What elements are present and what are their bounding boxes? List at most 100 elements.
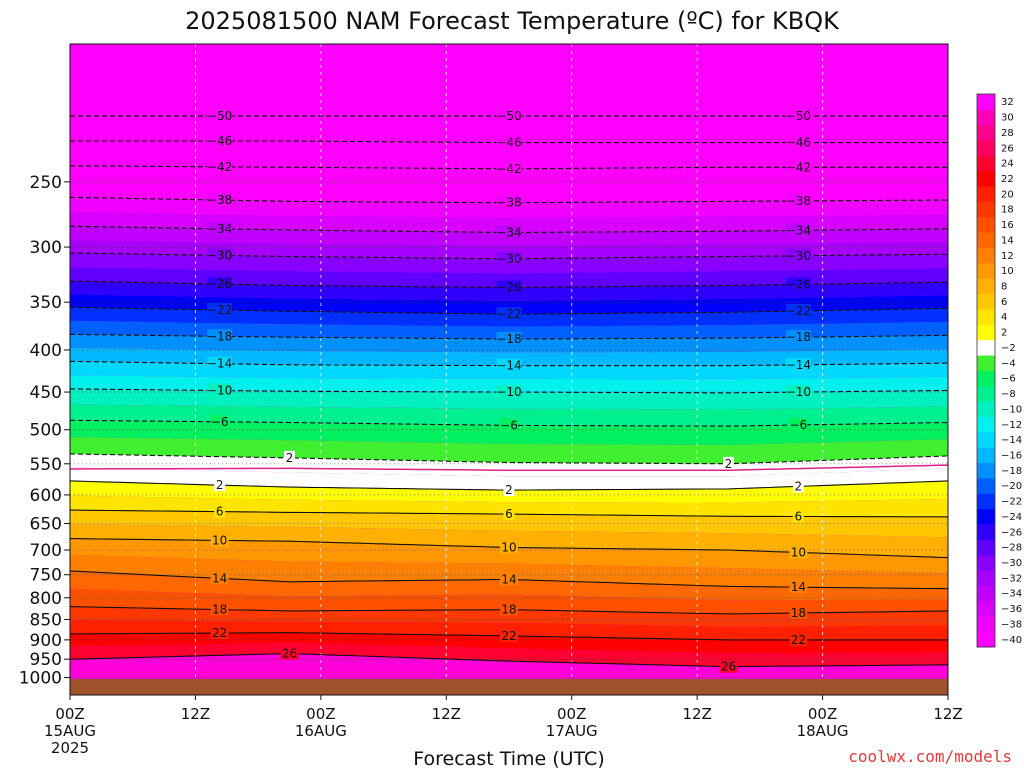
colorbar-swatch	[977, 155, 995, 172]
isotherm-label-bg	[496, 332, 522, 346]
isotherm-label-bg	[214, 504, 226, 518]
colorbar-swatch	[977, 570, 995, 586]
temperature-band	[70, 116, 948, 130]
isotherm-label-bg	[503, 507, 515, 521]
isotherm-label: −18	[207, 329, 232, 343]
colorbar-label: 8	[1001, 282, 1007, 293]
y-tick-label: 400	[30, 341, 62, 361]
isotherm-label-bg	[500, 418, 518, 432]
x-axis-label: Forecast Time (UTC)	[413, 748, 604, 768]
isotherm-label-bg	[785, 304, 811, 318]
colorbar-swatch	[977, 616, 995, 633]
y-tick-label: 350	[30, 293, 62, 313]
isotherm-label: −38	[496, 196, 521, 210]
temperature-band	[70, 181, 948, 203]
x-tick-label: 17AUG	[546, 722, 598, 740]
isotherm-label: −10	[207, 383, 232, 397]
colorbar-swatch	[977, 170, 995, 187]
y-tick-label: 800	[30, 589, 62, 609]
colorbar-label: 20	[1001, 189, 1014, 200]
colorbar-label: −2	[1001, 343, 1016, 354]
colorbar-label: −40	[1001, 635, 1022, 646]
temperature-band	[70, 632, 948, 654]
temperature-band	[70, 347, 948, 366]
colorbar-label: 16	[1001, 220, 1014, 231]
colorbar-swatch	[977, 431, 995, 448]
isotherm-label: −42	[207, 160, 232, 174]
isotherm-label-bg	[207, 356, 233, 370]
temperature-band	[70, 239, 948, 259]
temperature-band	[70, 267, 948, 288]
isotherm-label: 22	[212, 626, 227, 640]
isotherm-label-bg	[207, 277, 233, 291]
x-tick-label: 12Z	[682, 705, 711, 723]
colorbar-label: −28	[1001, 543, 1022, 554]
isotherm-label: 22	[501, 629, 516, 643]
isotherm-label: 14	[212, 571, 227, 585]
colorbar-label: −22	[1001, 497, 1022, 508]
isotherm-label: −14	[496, 359, 521, 373]
colorbar-label: 18	[1001, 205, 1014, 216]
colorbar-label: 14	[1001, 235, 1014, 246]
chart-title: 2025081500 NAM Forecast Temperature (ºC)…	[185, 7, 840, 35]
x-tick-label: 00Z	[306, 705, 335, 723]
isotherm-label-bg	[496, 307, 522, 321]
isotherm-label-bg	[789, 417, 808, 431]
colorbar-swatch	[977, 262, 995, 279]
isotherm-label: 14	[501, 572, 516, 586]
isotherm-label: −26	[786, 277, 811, 291]
temperature-band	[70, 570, 948, 601]
isotherm-label: −6	[789, 418, 807, 432]
isotherm-label-bg	[500, 572, 518, 586]
isotherm-label: 14	[791, 580, 806, 594]
y-tick-label: 250	[30, 173, 62, 193]
temperature-band	[70, 467, 948, 491]
temperature-band	[70, 606, 948, 627]
temperature-band	[70, 538, 948, 574]
isotherm-label: 18	[212, 603, 227, 617]
temperature-band	[70, 294, 948, 315]
colorbar-label: −10	[1001, 404, 1022, 415]
colorbar-swatch	[977, 585, 995, 602]
y-tick-label: 750	[30, 566, 62, 586]
colorbar-swatch	[977, 462, 995, 479]
isotherm-label: 10	[212, 533, 227, 547]
isotherm-label-bg	[792, 479, 804, 493]
colorbar-swatch	[977, 216, 995, 233]
x-tick-label: 00Z	[808, 705, 837, 723]
colorbar-label: −36	[1001, 604, 1022, 615]
isotherm-label: 22	[791, 633, 806, 647]
colorbar-swatch	[977, 232, 995, 249]
colorbar-swatch	[977, 631, 995, 648]
x-tick-label: 00Z	[557, 705, 586, 723]
colorbar-label: 30	[1001, 113, 1014, 124]
isotherm-label-bg	[785, 223, 811, 237]
x-tick-label: 2025	[51, 739, 89, 757]
y-tick-label: 550	[30, 455, 62, 475]
isotherm-label-bg	[500, 540, 518, 554]
credit-text[interactable]: coolwx.com/models	[848, 747, 1012, 766]
isotherm-label: −26	[496, 281, 521, 295]
isotherm-label-bg	[207, 193, 233, 207]
isotherm-label-bg	[210, 533, 229, 547]
y-tick-label: 600	[30, 486, 62, 506]
isotherm-label: −50	[207, 109, 232, 123]
colorbar-label: −14	[1001, 435, 1022, 446]
isotherm-label: −34	[786, 223, 811, 237]
isotherm-label-bg	[789, 580, 808, 594]
colorbar-label: −32	[1001, 573, 1022, 584]
colorbar-label: 10	[1001, 266, 1014, 277]
isotherm-label: −18	[786, 330, 811, 344]
temperature-band	[70, 510, 948, 538]
colorbar-swatch	[977, 124, 995, 141]
isotherm-label: −14	[786, 358, 811, 372]
y-tick-label: 700	[30, 541, 62, 561]
temperature-band	[70, 495, 948, 517]
terrain-strip	[70, 679, 948, 695]
isotherm-contours: −50 −50 −50 −46 −46 −46 −42 −42 −42 −38 −38 −38 −34 −…	[70, 109, 948, 674]
isotherm-label-bg	[785, 135, 811, 149]
freezing-level-line	[70, 464, 948, 471]
temperature-band	[70, 128, 948, 143]
isotherm-label: 2	[725, 457, 733, 471]
colorbar-label: −16	[1001, 450, 1022, 461]
